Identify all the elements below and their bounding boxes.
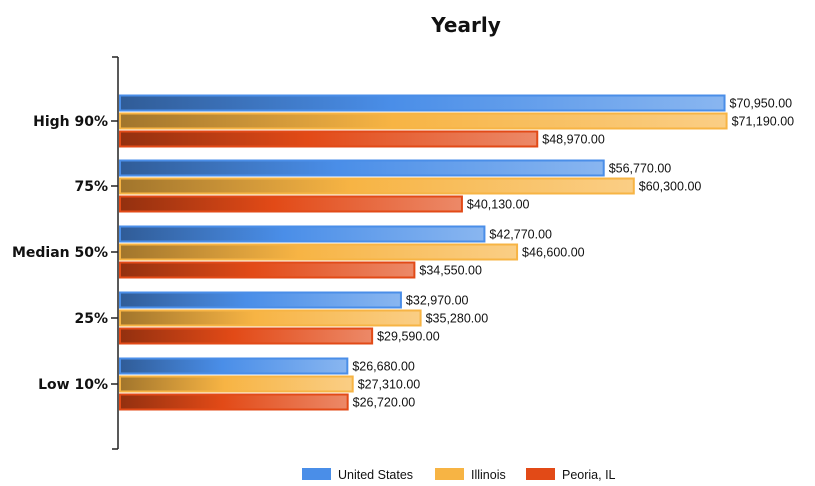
bar [119,327,374,345]
bar [119,291,402,309]
bar [119,130,539,148]
data-label: $29,590.00 [377,330,440,344]
legend-swatch [526,468,555,480]
y-tick-label: High 90% [33,114,108,130]
bar [119,94,726,112]
bar [119,393,349,411]
bar [119,261,416,279]
data-label: $26,680.00 [352,360,415,374]
legend-label: United States [338,468,413,482]
data-label: $46,600.00 [522,246,585,260]
legend-swatch [302,468,331,480]
bar [119,195,463,213]
bar [119,159,605,177]
data-label: $42,770.00 [489,228,552,242]
data-label: $60,300.00 [639,180,702,194]
data-label: $32,970.00 [406,294,469,308]
legend-label: Peoria, IL [562,468,616,482]
bar [119,112,728,130]
legend-swatch [435,468,464,480]
y-tick-label: Median 50% [12,245,108,261]
data-label: $27,310.00 [358,378,421,392]
bar [119,309,422,327]
data-label: $70,950.00 [730,97,793,111]
data-label: $34,550.00 [419,264,482,278]
legend-label: Illinois [471,468,506,482]
data-label: $35,280.00 [426,312,489,326]
data-label: $26,720.00 [353,396,416,410]
y-tick-label: 75% [74,179,108,195]
data-label: $40,130.00 [467,198,530,212]
bar [119,177,635,195]
bar [119,375,354,393]
bar [119,225,486,243]
data-label: $48,970.00 [542,133,605,147]
data-label: $71,190.00 [732,115,795,129]
bar [119,243,519,261]
y-tick-label: Low 10% [38,377,108,393]
bar [119,357,349,375]
chart-title: Yearly [430,13,500,37]
data-label: $56,770.00 [609,162,672,176]
y-tick-label: 25% [74,311,108,327]
